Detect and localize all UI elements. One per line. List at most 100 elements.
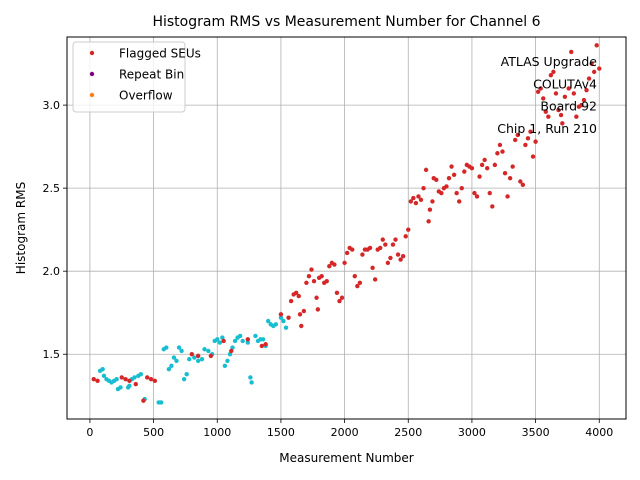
data-point [395,252,401,257]
data-point [319,273,324,279]
data-point [141,398,146,403]
data-point [187,357,192,362]
data-point [306,273,312,279]
data-point [215,337,220,342]
data-point [91,376,96,382]
annotation-line: Chip 1, Run 210 [497,121,597,136]
data-point [370,265,375,271]
data-point [533,139,538,144]
data-point [101,373,107,379]
data-point [556,107,561,113]
data-point [449,164,454,169]
data-point [495,151,500,156]
data-point [482,157,487,163]
data-point [229,348,234,354]
data-point [296,293,301,299]
legend-marker [89,50,95,56]
data-point [145,375,150,380]
data-point [456,199,462,204]
data-point [221,338,226,344]
data-point [184,371,189,377]
data-point [562,94,568,99]
data-point [248,375,253,380]
data-point [406,227,411,232]
x-axis-ticks: 0 500 1000 1500 2000 2500 3000 3500 4000 [86,419,613,439]
data-point [237,333,243,339]
data-point [477,174,482,179]
data-point [472,190,477,196]
data-point [586,76,592,81]
data-point [548,73,554,78]
data-point [393,237,398,242]
x-tick-label: 2500 [394,426,422,439]
data-point [253,333,258,339]
data-point [263,342,268,347]
data-point [230,345,235,350]
data-point [535,89,541,95]
data-point [249,380,254,385]
data-point [95,378,100,383]
data-point [594,43,599,48]
x-tick-label: 4000 [585,426,613,439]
legend: Flagged SEUs Repeat Bin Overflow [72,41,201,113]
data-point [240,338,245,344]
data-point [423,167,429,173]
data-point [454,190,459,196]
data-point [309,267,314,272]
data-point [192,355,197,360]
legend-marker [89,71,95,77]
data-point [507,175,513,181]
legend-label: Overflow [119,89,173,103]
grid-lines [67,37,626,419]
data-point [553,91,559,96]
data-point [525,136,531,141]
data-point [439,190,444,196]
data-point [123,376,128,382]
data-point [416,194,421,199]
data-point [569,49,574,55]
data-point [199,357,205,362]
data-point [127,383,132,388]
data-point [133,381,138,387]
data-point [118,385,123,390]
data-point [513,137,518,143]
data-point [148,376,154,382]
annotation-line: COLUTAv4 [533,76,597,91]
data-point [174,358,179,364]
data-point [355,283,360,289]
data-point [388,255,393,261]
data-point [413,200,419,206]
data-point [179,348,184,354]
data-point [411,195,416,201]
data-point [591,69,597,75]
data-point [334,290,340,295]
data-point [332,262,337,267]
annotation-line: ATLAS Upgrade [501,54,598,69]
data-point [259,343,265,349]
data-point [337,298,342,304]
data-point [474,194,480,199]
x-tick-label: 2000 [331,426,359,439]
data-point [485,166,490,171]
annotation-line: Board 92 [540,99,597,114]
data-point [189,352,194,357]
data-point [538,86,543,91]
data-point [497,142,503,148]
data-point [206,348,211,354]
data-point [327,264,332,269]
data-point [385,260,391,266]
data-point [127,378,132,383]
data-points [91,43,602,405]
data-point [166,366,172,372]
data-point [418,197,424,202]
data-point [227,352,233,357]
data-point [283,325,289,330]
data-point [502,170,508,176]
data-point [543,109,548,114]
data-point [430,199,435,204]
data-point [571,91,576,96]
data-point [530,154,536,159]
chart-title: Histogram RMS vs Measurement Number for … [152,14,540,30]
data-point [597,66,602,71]
data-point [360,252,365,257]
